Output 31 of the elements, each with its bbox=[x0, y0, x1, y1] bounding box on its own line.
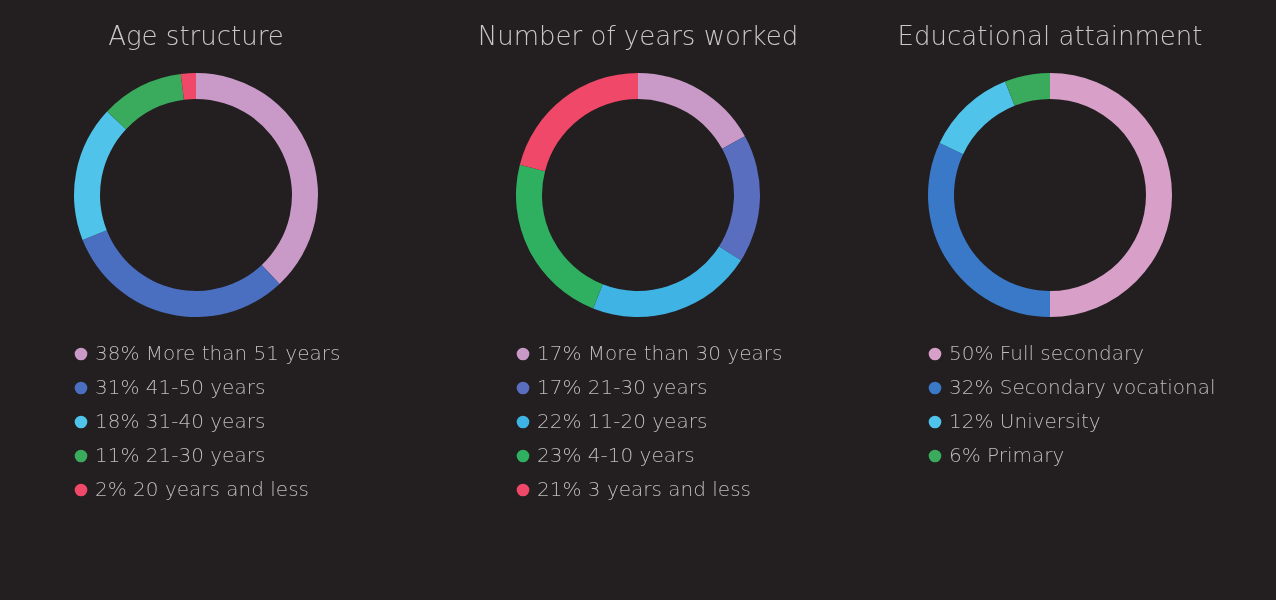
legend-label: 17% 21-30 years bbox=[536, 375, 707, 399]
legend-label: 17% More than 30 years bbox=[536, 341, 782, 365]
legend-label: 2% 20 years and less bbox=[95, 477, 309, 501]
donut-slice bbox=[939, 81, 1015, 155]
legend-label: 12% University bbox=[948, 409, 1101, 433]
donut-slice bbox=[927, 143, 1050, 317]
legend-label: 21% 3 years and less bbox=[536, 477, 751, 501]
donut-slice bbox=[592, 246, 741, 317]
donut-slice bbox=[519, 73, 638, 172]
chart-title: Educational attainment bbox=[897, 21, 1202, 51]
donut-slice bbox=[1004, 73, 1050, 106]
legend-label: 23% 4-10 years bbox=[536, 443, 695, 467]
legend-label: 50% Full secondary bbox=[948, 341, 1144, 365]
legend-label: 31% 41-50 years bbox=[95, 375, 266, 399]
legend-label: 22% 11-20 years bbox=[536, 409, 707, 433]
donut-slice bbox=[196, 73, 318, 284]
legend-label: 11% 21-30 years bbox=[95, 443, 266, 467]
donut-slice bbox=[82, 230, 280, 317]
donut-slice bbox=[1049, 73, 1172, 317]
chart-title: Number of years worked bbox=[477, 21, 798, 51]
legend-label: 38% More than 51 years bbox=[95, 341, 341, 365]
donut-slice bbox=[515, 164, 603, 309]
legend-label: 6% Primary bbox=[948, 443, 1064, 467]
donut-slice bbox=[74, 111, 127, 240]
legend-label: 18% 31-40 years bbox=[95, 409, 266, 433]
donut-slice bbox=[107, 73, 184, 130]
donut-slice bbox=[180, 73, 196, 100]
donut-slice bbox=[718, 136, 760, 261]
donut-slice bbox=[637, 73, 745, 149]
legend-label: 32% Secondary vocational bbox=[948, 375, 1216, 399]
chart-title: Age structure bbox=[108, 21, 284, 51]
